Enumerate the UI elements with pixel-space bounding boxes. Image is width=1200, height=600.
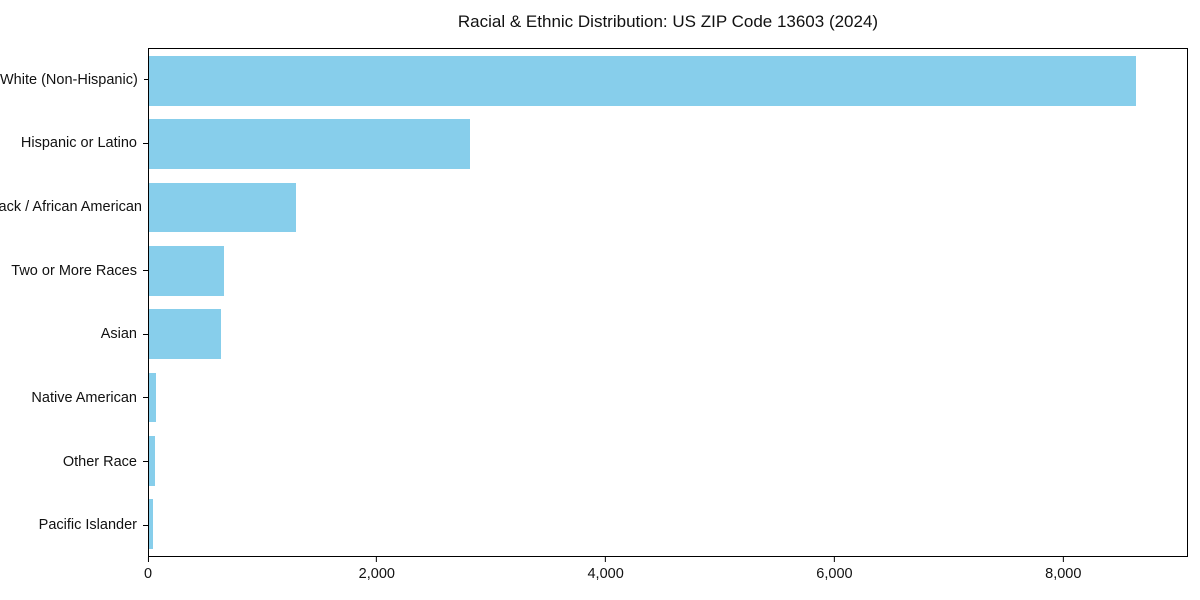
bar: [149, 309, 221, 360]
x-axis-tick-mark: [833, 557, 835, 562]
bar-row: [149, 176, 1187, 239]
bar-row: [149, 49, 1187, 112]
y-row: White (Non-Hispanic): [0, 48, 148, 112]
x-axis-tick-mark: [605, 557, 607, 562]
x-axis: 0 2,000 4,000 6,000 8,000: [144, 557, 1188, 597]
bar-row: [149, 239, 1187, 302]
x-axis-tick: 4,000: [587, 557, 624, 582]
x-axis-tick-mark: [147, 557, 149, 562]
bar: [149, 499, 153, 550]
y-axis-label: Asian: [100, 326, 137, 343]
bar: [149, 119, 470, 169]
chart-title: Racial & Ethnic Distribution: US ZIP Cod…: [457, 12, 879, 31]
y-row: Hispanic or Latino: [0, 112, 148, 176]
y-axis-label: Hispanic or Latino: [20, 135, 137, 152]
bar: [149, 182, 297, 233]
x-axis-tick: 8,000: [1045, 557, 1081, 582]
y-axis-tick: [143, 333, 148, 335]
x-axis-tick-label: 6,000: [816, 566, 853, 582]
bar: [149, 436, 155, 486]
x-axis-tick-mark: [376, 557, 378, 562]
y-axis-label: Black / African American: [0, 199, 142, 216]
y-axis-tick: [143, 397, 148, 399]
y-axis-labels: White (Non-Hispanic) Hispanic or Latino Bl…: [0, 48, 148, 557]
y-row: Asian: [0, 303, 148, 367]
y-axis-tick: [143, 79, 148, 81]
y-row: Black / African American: [0, 175, 148, 239]
x-axis-tick: 0: [144, 557, 152, 582]
y-axis-label: Other Race: [62, 453, 137, 470]
y-axis-tick: [143, 524, 148, 526]
y-axis-label: Two or More Races: [11, 262, 137, 279]
x-axis-tick-mark: [1062, 557, 1064, 562]
y-row: Pacific Islander: [0, 493, 148, 557]
x-axis-tick: 2,000: [359, 557, 395, 582]
y-axis-label: Native American: [31, 389, 137, 406]
x-axis-tick-label: 0: [143, 566, 153, 582]
x-axis-tick-label: 2,000: [358, 566, 395, 582]
y-axis-label: Pacific Islander: [38, 517, 137, 534]
y-axis-tick: [143, 270, 148, 272]
plot-area: [148, 48, 1188, 557]
bar-row: [149, 112, 1187, 175]
bar: [149, 55, 1136, 106]
bar-row: [149, 493, 1187, 556]
bar: [149, 372, 157, 423]
y-axis-tick: [143, 461, 148, 463]
y-row: Two or More Races: [0, 239, 148, 303]
x-axis-tick: 6,000: [816, 557, 853, 582]
y-axis-tick: [143, 142, 148, 144]
bar-row: [149, 429, 1187, 492]
bar-row: [149, 366, 1187, 429]
bar-row: [149, 303, 1187, 366]
y-axis-label: White (Non-Hispanic): [0, 71, 138, 88]
x-axis-tick-label: 8,000: [1045, 566, 1082, 582]
bars-container: [149, 49, 1187, 556]
y-row: Other Race: [0, 430, 148, 494]
bar: [149, 245, 224, 296]
x-axis-tick-label: 4,000: [587, 566, 624, 582]
y-row: Native American: [0, 366, 148, 430]
